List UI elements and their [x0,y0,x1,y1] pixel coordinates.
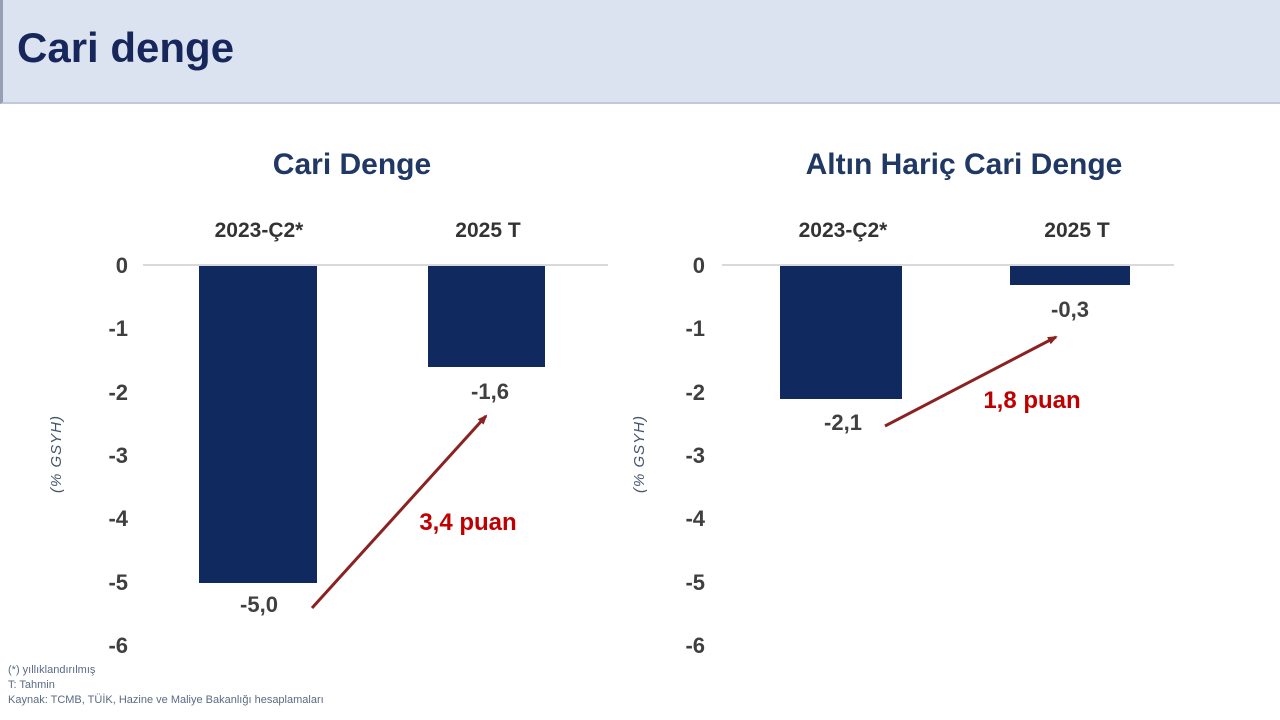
chart2-ytick-0: 0 [692,253,705,278]
chart1-y-axis: 0 -1 -2 -3 -4 -5 -6 [76,0,128,720]
chart2-ytick-m3: -3 [685,443,705,468]
footer-notes: (*) yıllıklandırılmış T: Tahmin Kaynak: … [8,663,324,708]
chart1-ytick-m1: -1 [108,316,128,341]
chart2-bar-2023 [780,266,902,399]
chart2-ytick-m6: -6 [685,633,705,658]
chart1-ytick-m6: -6 [108,633,128,658]
chart1-ytick-0: 0 [115,253,128,278]
chart2-value-2025: -0,3 [1051,297,1089,322]
chart2-ytick-m4: -4 [685,506,705,531]
chart2-annotation-text: 1,8 puan [983,387,1081,414]
chart2-ytick-m2: -2 [685,380,705,405]
chart1-value-2023: -5,0 [240,592,278,617]
chart1-bar-2023 [199,266,317,583]
footnote-annualized: (*) yıllıklandırılmış [8,664,96,676]
slide-header: Cari denge [0,0,1280,104]
chart2-category-2025: 2025 T [1044,219,1110,242]
chart1-annotation-text: 3,4 puan [419,509,517,536]
chart1-ytick-m3: -3 [108,443,128,468]
chart1-category-2023: 2023-Ç2* [214,219,304,242]
chart1-category-2025: 2025 T [455,219,521,242]
chart2-y-axis: 0 -1 -2 -3 -4 -5 -6 [653,0,705,720]
chart1-y-axis-label: (% GSYH) [48,415,65,494]
chart2-zero-line [722,264,1174,266]
chart1-title: Cari Denge [272,148,432,181]
chart2-title: Altın Hariç Cari Denge [805,148,1123,181]
chart2-y-axis-label: (% GSYH) [631,415,648,494]
chart2-ytick-m5: -5 [685,570,705,595]
chart2-ytick-m1: -1 [685,316,705,341]
chart2-category-2023: 2023-Ç2* [798,219,888,242]
chart1-zero-line [143,264,608,266]
chart1-ytick-m2: -2 [108,380,128,405]
chart2-value-2023: -2,1 [824,410,862,435]
chart1-ytick-m4: -4 [108,506,128,531]
footnote-source: Kaynak: TCMB, TÜİK, Hazine ve Maliye Bak… [8,694,324,706]
chart2-bar-2025 [1010,266,1130,285]
page-title: Cari denge [17,24,235,71]
chart1-bar-2025 [428,266,545,367]
footnote-forecast: T: Tahmin [8,679,55,691]
chart1-ytick-m5: -5 [108,570,128,595]
chart1-value-2025: -1,6 [471,379,509,404]
